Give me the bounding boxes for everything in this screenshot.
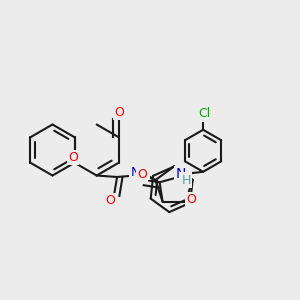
Text: O: O (114, 106, 124, 119)
Text: NH: NH (130, 166, 149, 179)
Text: N: N (176, 167, 186, 181)
Text: O: O (137, 168, 147, 181)
Text: Cl: Cl (198, 107, 210, 120)
Text: H: H (181, 174, 191, 187)
Text: O: O (106, 194, 116, 207)
Text: O: O (186, 193, 196, 206)
Text: O: O (68, 151, 78, 164)
